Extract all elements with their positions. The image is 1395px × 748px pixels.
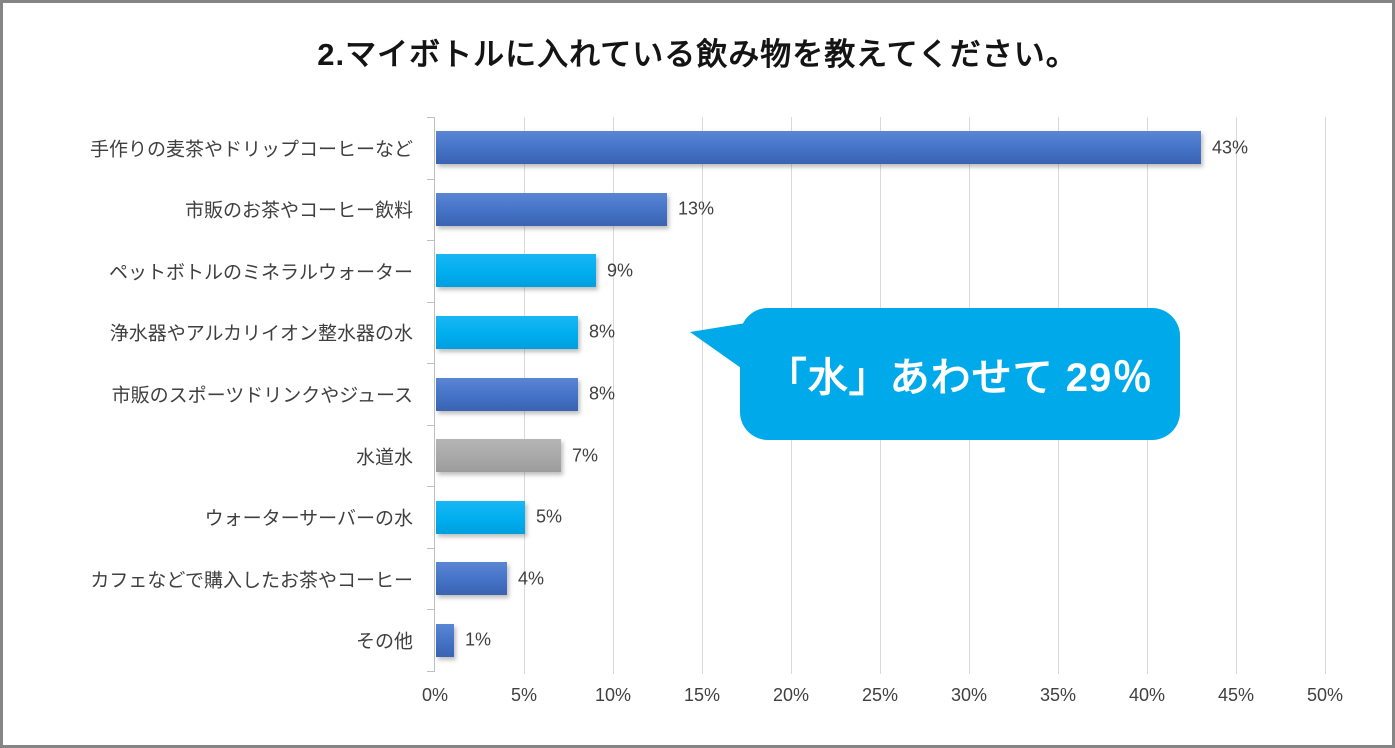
category-axis-labels: 手作りの麦茶やドリップコーヒーなど市販のお茶やコーヒー飲料ペットボトルのミネラル… — [3, 117, 424, 671]
callout-bubble: 「水」あわせて 29％ — [740, 308, 1180, 440]
category-axis-tick — [427, 302, 435, 303]
category-axis-tick — [427, 240, 435, 241]
category-axis-tick — [427, 671, 435, 672]
bar-5 — [436, 439, 561, 472]
x-axis-tick-label: 15% — [683, 685, 721, 705]
gridline — [1325, 117, 1326, 674]
bar-1 — [436, 193, 667, 226]
category-label: 市販のお茶やコーヒー飲料 — [184, 200, 413, 222]
value-axis-labels: 0% 5% 10% 15% 20% 25% 30% 35% 40% 45% 50% — [422, 685, 1343, 715]
bar-4 — [436, 378, 578, 411]
category-axis-tick — [427, 117, 435, 118]
gridline — [613, 117, 614, 674]
x-axis-tick-label: 25% — [861, 685, 899, 705]
category-axis-tick — [427, 609, 435, 610]
gridline — [702, 117, 703, 674]
value-label: 8% — [589, 383, 616, 404]
bar-7 — [436, 562, 507, 595]
value-label: 7% — [572, 445, 599, 466]
value-label: 8% — [589, 321, 616, 342]
x-axis-tick-label: 5% — [510, 685, 538, 705]
category-axis-tick — [427, 425, 435, 426]
category-axis-tick — [427, 548, 435, 549]
category-label: ウォーターサーバーの水 — [204, 508, 413, 530]
category-label: 水道水 — [355, 447, 413, 469]
category-label: 浄水器やアルカリイオン整水器の水 — [109, 323, 413, 345]
bar-8 — [436, 624, 454, 657]
x-axis-tick-label: 0% — [421, 685, 449, 705]
bar-0 — [436, 131, 1201, 164]
bar-2 — [436, 254, 596, 287]
value-label: 43% — [1212, 137, 1249, 158]
callout-text: 「水」あわせて 29％ — [766, 356, 1154, 400]
value-label: 13% — [678, 198, 715, 219]
category-axis-tick — [427, 179, 435, 180]
category-label: ペットボトルのミネラルウォーター — [108, 262, 413, 284]
x-axis-tick-label: 35% — [1039, 685, 1077, 705]
category-label: 手作りの麦茶やドリップコーヒーなど — [89, 139, 413, 161]
category-axis-tick — [427, 363, 435, 364]
x-axis-tick-label: 20% — [772, 685, 810, 705]
category-axis-line — [434, 117, 435, 671]
category-axis-tick — [427, 486, 435, 487]
chart-title: 2.マイボトルに入れている飲み物を教えてください。 — [317, 37, 1078, 72]
value-label: 9% — [607, 260, 634, 281]
x-axis-tick-label: 45% — [1217, 685, 1255, 705]
category-label: その他 — [355, 631, 413, 653]
value-label: 4% — [518, 568, 545, 589]
gridline — [1236, 117, 1237, 674]
x-axis-tick-label: 10% — [594, 685, 632, 705]
category-label: カフェなどで購入したお茶やコーヒー — [90, 570, 413, 592]
x-axis-tick-label: 50% — [1306, 685, 1344, 705]
callout-tail — [690, 323, 746, 368]
x-axis-tick-label: 40% — [1128, 685, 1166, 705]
category-label: 市販のスポーツドリンクやジュース — [111, 385, 413, 407]
value-label: 5% — [536, 506, 563, 527]
plot-area: 43% 13% 9% 8% 8% 7% 5% 4% 1% — [435, 117, 1326, 674]
bar-3 — [436, 316, 578, 349]
x-axis-tick-label: 30% — [950, 685, 988, 705]
callout-tail-shape — [690, 323, 746, 368]
bar-6 — [436, 501, 525, 534]
value-label: 1% — [465, 629, 492, 650]
